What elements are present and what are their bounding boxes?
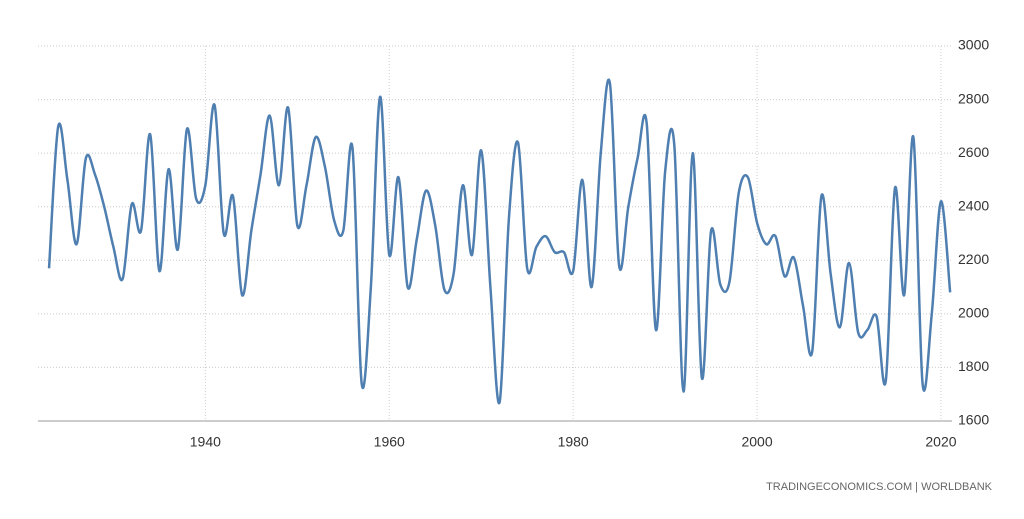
x-tick-label: 2020: [925, 434, 956, 450]
x-tick-label: 1960: [374, 434, 405, 450]
y-tick-label: 1800: [958, 358, 989, 374]
y-tick-label: 1600: [958, 412, 989, 428]
x-tick-label: 1980: [558, 434, 589, 450]
x-tick-label: 2000: [741, 434, 772, 450]
line-series: [47, 78, 952, 405]
x-tick-label: 1940: [190, 434, 221, 450]
y-tick-label: 2200: [958, 251, 989, 267]
y-tick-label: 2400: [958, 197, 989, 213]
y-tick-label: 3000: [958, 37, 989, 53]
source: TRADINGECONOMICS.COM | WORLDBANK: [766, 481, 993, 493]
y-tick-label: 2000: [958, 305, 989, 321]
y-tick-label: 2600: [958, 144, 989, 160]
y-tick-label: 2800: [958, 90, 989, 106]
